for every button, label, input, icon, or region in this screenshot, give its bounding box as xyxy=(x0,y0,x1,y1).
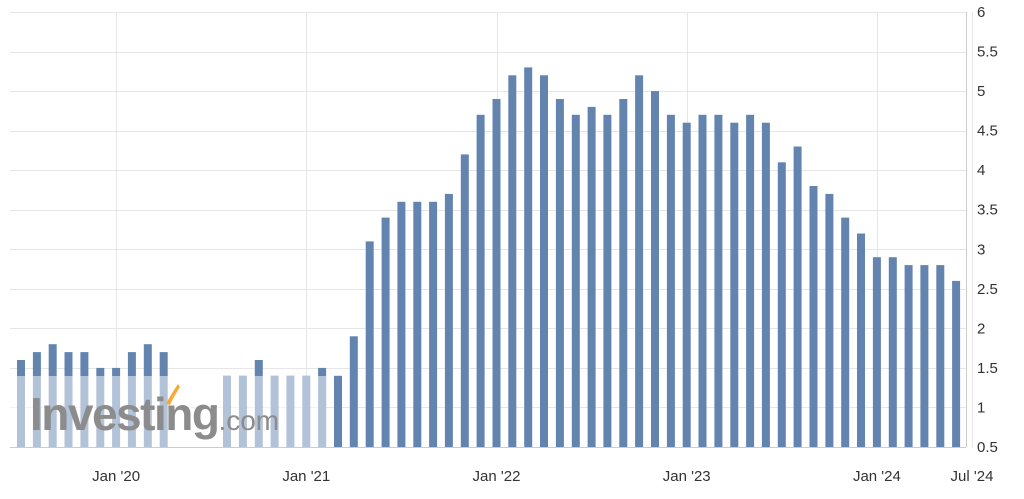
bar-2021-06[interactable] xyxy=(381,217,390,447)
y-axis-tick-labels: 0.5 1 1.5 2 2.5 3 3.5 4 4.5 5 5.5 6 xyxy=(977,4,998,456)
y-tick-label: 1 xyxy=(977,400,985,417)
bar-2023-12[interactable] xyxy=(857,233,865,448)
investing-logo: Investing.com xyxy=(30,384,279,440)
bar-2022-06[interactable] xyxy=(571,114,580,448)
bar-2022-08[interactable] xyxy=(603,114,612,448)
bar-2022-01[interactable] xyxy=(492,99,501,447)
y-tick-label: 0.5 xyxy=(977,439,998,456)
bar-2022-09[interactable] xyxy=(619,99,628,447)
bar-2023-08[interactable] xyxy=(793,146,802,448)
y-tick-label: 4 xyxy=(977,162,985,179)
y-tick-label: 3.5 xyxy=(977,202,998,219)
bar-2024-06[interactable] xyxy=(952,280,961,447)
bar-2023-03[interactable] xyxy=(714,114,723,448)
bar-2021-04[interactable] xyxy=(349,336,358,447)
investing-logo-brand: Investing xyxy=(30,388,218,440)
bar-2022-11[interactable] xyxy=(651,91,659,447)
x-axis-tick-labels: Jan '20 Jan '21 Jan '22 Jan '23 Jan '24 Jul '… xyxy=(92,468,993,485)
bar-2023-02[interactable] xyxy=(698,114,707,448)
x-tick-label: Jan '23 xyxy=(663,468,711,485)
x-tick-label: Jul '24 xyxy=(951,468,994,485)
bar-2022-10[interactable] xyxy=(635,75,644,448)
bar-2024-02[interactable] xyxy=(888,257,897,447)
y-tick-label: 6 xyxy=(977,4,985,21)
x-tick-label: Jan '22 xyxy=(473,468,521,485)
bar-2023-10[interactable] xyxy=(825,193,834,447)
grid-lines xyxy=(10,12,973,448)
bar-2023-11[interactable] xyxy=(841,217,850,447)
bar-2022-02[interactable] xyxy=(508,75,517,448)
investing-logo-swoosh-icon xyxy=(166,384,180,405)
bar-2021-03[interactable] xyxy=(334,375,342,447)
y-tick-label: 3 xyxy=(977,241,985,258)
bar-2021-11[interactable] xyxy=(460,154,469,447)
y-tick-label: 5.5 xyxy=(977,44,998,61)
bar-2021-09[interactable] xyxy=(429,201,438,447)
watermark-band xyxy=(10,376,326,447)
bar-2024-04[interactable] xyxy=(920,265,929,447)
bar-2021-12[interactable] xyxy=(476,114,485,448)
bar-2022-03[interactable] xyxy=(524,67,533,448)
y-tick-label: 5 xyxy=(977,83,985,100)
y-tick-label: 2 xyxy=(977,320,985,337)
y-tick-label: 4.5 xyxy=(977,123,998,140)
bar-2023-05[interactable] xyxy=(746,114,755,448)
bar-2022-07[interactable] xyxy=(587,106,596,448)
bar-2023-04[interactable] xyxy=(730,122,739,447)
bar-2021-10[interactable] xyxy=(444,193,453,447)
y-tick-label: 1.5 xyxy=(977,360,998,377)
bar-2021-05[interactable] xyxy=(365,241,374,447)
axes xyxy=(10,12,967,448)
bar-2021-08[interactable] xyxy=(413,201,422,447)
bar-2024-05[interactable] xyxy=(936,265,945,447)
bar-2023-06[interactable] xyxy=(761,122,770,447)
bar-2022-12[interactable] xyxy=(666,114,675,448)
bar-2024-01[interactable] xyxy=(872,257,881,447)
bar-2022-04[interactable] xyxy=(540,75,548,448)
bar-2021-07[interactable] xyxy=(397,201,406,447)
x-tick-label: Jan '24 xyxy=(853,468,901,485)
bar-2023-01[interactable] xyxy=(682,122,691,447)
bar-2022-05[interactable] xyxy=(555,99,564,447)
x-tick-label: Jan '21 xyxy=(282,468,330,485)
watermark-overlay xyxy=(10,376,326,447)
bar-2023-07[interactable] xyxy=(777,162,786,448)
bar-2023-09[interactable] xyxy=(809,186,818,447)
investing-logo-text: Investing.com xyxy=(30,388,279,440)
investing-logo-suffix: .com xyxy=(218,405,279,436)
bar-2024-03[interactable] xyxy=(904,265,913,447)
y-tick-label: 2.5 xyxy=(977,281,998,298)
x-tick-label: Jan '20 xyxy=(92,468,140,485)
